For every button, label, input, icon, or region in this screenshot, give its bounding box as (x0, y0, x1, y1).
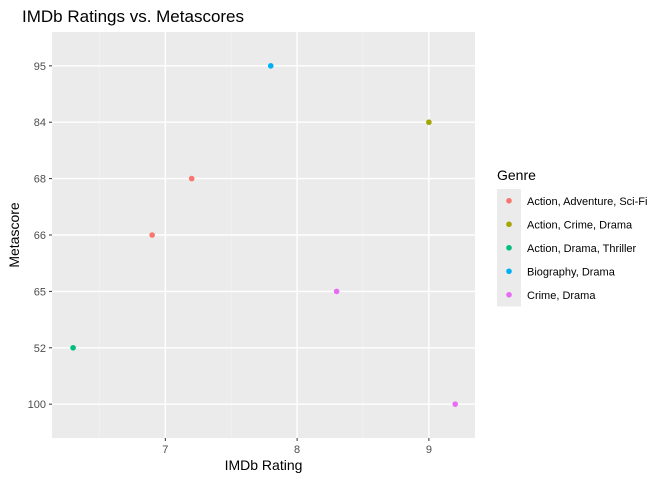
data-point (426, 119, 432, 126)
y-axis: 100 52 65 66 68 84 95 (28, 61, 52, 411)
legend-label: Action, Crime, Drama (527, 219, 633, 231)
y-tick-label: 95 (34, 61, 46, 73)
legend-label: Action, Drama, Thriller (527, 243, 637, 255)
data-point (333, 288, 340, 295)
x-tick-label: 8 (294, 444, 300, 456)
chart-title: IMDb Ratings vs. Metascores (22, 7, 244, 26)
legend-label: Crime, Drama (527, 290, 596, 302)
legend-key-point (506, 291, 512, 298)
y-tick-label: 84 (34, 117, 46, 129)
data-point (70, 344, 76, 351)
data-point (188, 175, 195, 182)
data-point (149, 232, 155, 238)
legend-label: Action, Adventure, Sci-Fi (527, 196, 647, 208)
legend-key-point (506, 197, 512, 204)
data-points (70, 63, 459, 407)
legend-key-point (506, 221, 512, 228)
y-tick-label: 66 (34, 230, 46, 242)
legend-title: Genre (497, 167, 536, 183)
y-tick-label: 68 (34, 174, 46, 186)
y-tick-label: 65 (34, 286, 46, 298)
legend-key-point (506, 244, 512, 251)
y-tick-label: 52 (34, 343, 46, 355)
data-point (267, 63, 274, 69)
y-tick-label: 100 (28, 399, 46, 411)
legend: Genre Action, Adventure, Sci-Fi Action, C… (497, 167, 647, 307)
x-axis-label: IMDb Rating (225, 457, 303, 473)
legend-label: Biography, Drama (527, 266, 616, 278)
data-point (452, 401, 459, 407)
x-tick-label: 9 (426, 444, 432, 456)
x-axis: 7 8 9 (162, 438, 432, 456)
grid-lines (52, 32, 475, 438)
x-tick-label: 7 (162, 444, 168, 456)
y-axis-label: Metascore (6, 202, 22, 268)
legend-key-point (506, 268, 512, 275)
